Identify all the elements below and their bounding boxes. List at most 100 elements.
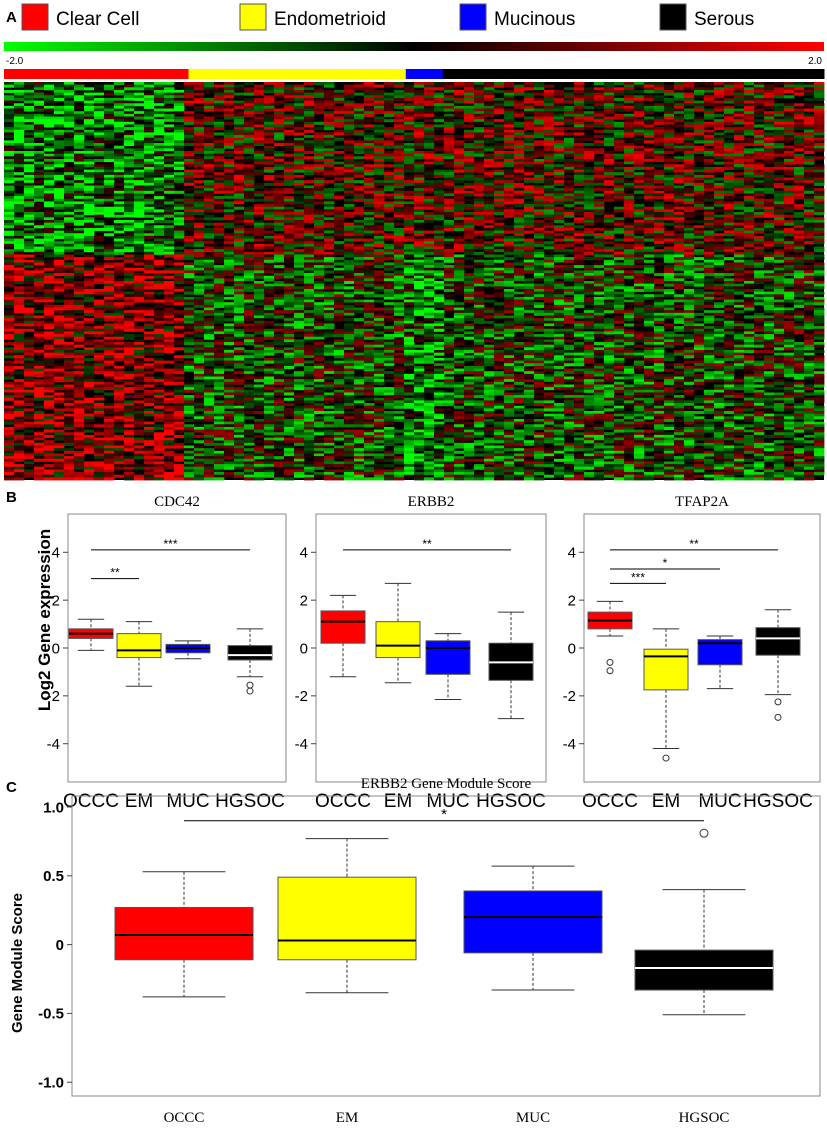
heatmap-cell [124, 108, 135, 112]
heatmap-cell [264, 259, 275, 263]
heatmap-cell [644, 108, 655, 112]
heatmap-cell [574, 209, 585, 213]
heatmap-cell [784, 82, 795, 86]
heatmap-cell [584, 182, 595, 186]
heatmap-cell [24, 190, 35, 194]
heatmap-cell [234, 249, 245, 253]
heatmap-cell [154, 95, 165, 99]
heatmap-cell [84, 204, 95, 208]
heatmap-cell [284, 108, 295, 112]
heatmap-cell [354, 222, 365, 226]
heatmap-cell [654, 95, 665, 99]
heatmap-cell [304, 259, 315, 263]
heatmap-cell [454, 209, 465, 213]
heatmap-cell [144, 140, 155, 144]
heatmap-cell [504, 127, 515, 131]
heatmap-cell [714, 140, 725, 144]
heatmap-cell [764, 121, 775, 125]
heatmap-cell [674, 235, 685, 239]
heatmap-cell [394, 161, 405, 165]
heatmap-cell [814, 233, 825, 237]
heatmap-cell [444, 267, 455, 271]
heatmap-cell [134, 212, 145, 216]
heatmap-cell [314, 153, 325, 157]
heatmap-cell [34, 164, 45, 168]
heatmap-cell [614, 129, 625, 133]
heatmap-cell [104, 92, 115, 96]
heatmap-cell [274, 174, 285, 178]
heatmap-cell [414, 177, 425, 181]
heatmap-cell [184, 262, 195, 266]
heatmap-cell [354, 169, 365, 173]
heatmap-cell [84, 143, 95, 147]
heatmap-cell [244, 164, 255, 168]
heatmap-cell [124, 119, 135, 123]
heatmap-cell [564, 196, 575, 200]
heatmap-cell [324, 97, 335, 101]
heatmap-cell [374, 103, 385, 107]
heatmap-cell [264, 206, 275, 210]
heatmap-cell [274, 161, 285, 165]
heatmap-cell [404, 182, 415, 186]
heatmap-cell [374, 249, 385, 253]
heatmap-cell [624, 119, 635, 123]
heatmap-cell [264, 119, 275, 123]
heatmap-cell [394, 82, 405, 86]
heatmap-cell [434, 206, 445, 210]
heatmap-cell [14, 92, 25, 96]
heatmap-cell [504, 198, 515, 202]
heatmap-cell [34, 185, 45, 189]
heatmap-cell [664, 140, 675, 144]
heatmap-cell [674, 201, 685, 205]
heatmap-cell [24, 201, 35, 205]
heatmap-cell [24, 177, 35, 181]
heatmap-cell [264, 196, 275, 200]
heatmap-cell [564, 241, 575, 245]
heatmap-cell [684, 174, 695, 178]
heatmap-cell [524, 116, 535, 120]
heatmap-cell [634, 82, 645, 86]
heatmap-cell [734, 201, 745, 205]
heatmap-cell [484, 89, 495, 94]
heatmap-cell [394, 172, 405, 176]
heatmap-cell [144, 262, 155, 266]
heatmap-cell [554, 145, 565, 149]
heatmap-cell [534, 143, 545, 147]
heatmap-cell [784, 177, 795, 181]
heatmap-cell [244, 143, 255, 147]
heatmap-cell [114, 172, 125, 176]
heatmap-cell [144, 185, 155, 189]
heatmap-cell [534, 161, 545, 165]
heatmap-cell [544, 153, 555, 157]
heatmap-cell [574, 254, 585, 258]
heatmap-cell [734, 206, 745, 210]
heatmap-cell [44, 196, 55, 200]
heatmap-cell [4, 249, 15, 253]
heatmap-cell [224, 135, 235, 139]
heatmap-cell [94, 156, 105, 160]
heatmap-cell [554, 127, 565, 131]
heatmap-cell [314, 145, 325, 149]
heatmap-cell [44, 145, 55, 149]
heatmap-cell [4, 156, 15, 160]
heatmap-cell [604, 259, 615, 263]
heatmap-cell [684, 108, 695, 112]
heatmap-cell [654, 140, 665, 144]
heatmap-cell [254, 222, 265, 226]
heatmap-cell [394, 84, 405, 88]
heatmap-cell [784, 185, 795, 189]
heatmap-cell [154, 132, 165, 136]
heatmap-cell [684, 254, 695, 258]
heatmap-cell [504, 166, 515, 170]
heatmap-cell [334, 111, 345, 115]
heatmap-cell [754, 95, 765, 99]
heatmap-cell [604, 172, 615, 176]
heatmap-cell [684, 140, 695, 144]
heatmap-cell [554, 206, 565, 210]
heatmap-cell [284, 233, 295, 237]
heatmap-cell [44, 84, 55, 88]
heatmap-cell [74, 206, 85, 210]
heatmap-cell [414, 92, 425, 96]
heatmap-cell [174, 254, 185, 258]
heatmap-cell [474, 246, 485, 250]
